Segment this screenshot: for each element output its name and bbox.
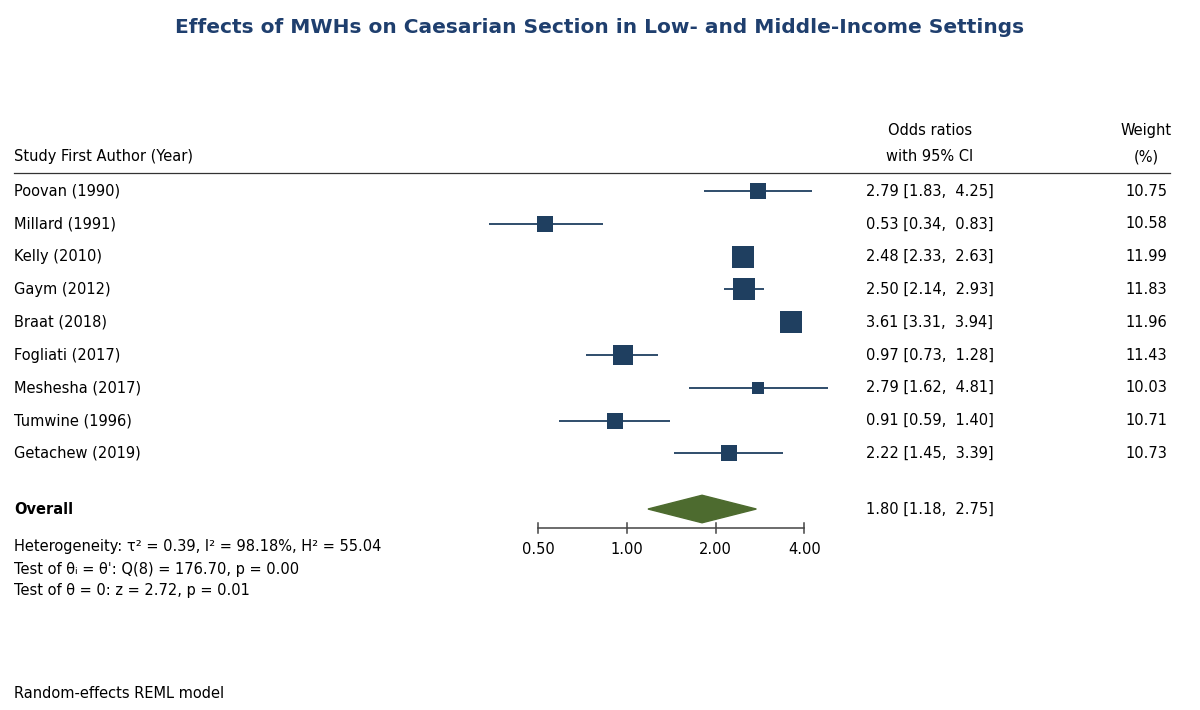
Text: Overall: Overall — [14, 501, 73, 516]
Text: Kelly (2010): Kelly (2010) — [14, 249, 102, 264]
Text: 4.00: 4.00 — [788, 542, 821, 557]
Text: 2.00: 2.00 — [700, 542, 732, 557]
Point — [734, 284, 754, 295]
Text: 11.96: 11.96 — [1126, 315, 1166, 329]
Point — [749, 185, 768, 197]
Text: Fogliati (2017): Fogliati (2017) — [14, 347, 121, 363]
Text: 1.00: 1.00 — [611, 542, 643, 557]
Text: Getachew (2019): Getachew (2019) — [14, 446, 142, 461]
Polygon shape — [648, 496, 756, 523]
Text: Study First Author (Year): Study First Author (Year) — [14, 149, 193, 164]
Text: Test of θᵢ = θˈ: Q(8) = 176.70, p = 0.00: Test of θᵢ = θˈ: Q(8) = 176.70, p = 0.00 — [14, 562, 300, 577]
Text: Heterogeneity: τ² = 0.39, I² = 98.18%, H² = 55.04: Heterogeneity: τ² = 0.39, I² = 98.18%, H… — [14, 539, 382, 555]
Text: Gaym (2012): Gaym (2012) — [14, 282, 112, 297]
Text: with 95% CI: with 95% CI — [887, 149, 973, 164]
Point — [781, 317, 800, 328]
Text: 11.83: 11.83 — [1126, 282, 1166, 297]
Text: 0.91 [0.59,  1.40]: 0.91 [0.59, 1.40] — [866, 413, 994, 428]
Text: 10.75: 10.75 — [1126, 184, 1166, 199]
Text: 10.71: 10.71 — [1126, 413, 1166, 428]
Text: Millard (1991): Millard (1991) — [14, 217, 116, 231]
Text: Braat (2018): Braat (2018) — [14, 315, 108, 329]
Text: Poovan (1990): Poovan (1990) — [14, 184, 120, 199]
Text: 2.22 [1.45,  3.39]: 2.22 [1.45, 3.39] — [866, 446, 994, 461]
Text: 0.97 [0.73,  1.28]: 0.97 [0.73, 1.28] — [866, 347, 994, 363]
Point — [749, 382, 768, 393]
Text: 2.79 [1.83,  4.25]: 2.79 [1.83, 4.25] — [866, 184, 994, 199]
Point — [719, 447, 738, 459]
Text: 3.61 [3.31,  3.94]: 3.61 [3.31, 3.94] — [866, 315, 994, 329]
Text: Effects of MWHs on Caesarian Section in Low- and Middle-Income Settings: Effects of MWHs on Caesarian Section in … — [175, 18, 1025, 37]
Text: 10.73: 10.73 — [1126, 446, 1166, 461]
Text: 0.50: 0.50 — [522, 542, 554, 557]
Text: 2.48 [2.33,  2.63]: 2.48 [2.33, 2.63] — [866, 249, 994, 264]
Text: Odds ratios: Odds ratios — [888, 123, 972, 138]
Text: Random-effects REML model: Random-effects REML model — [14, 687, 224, 701]
Text: Test of θ = 0: z = 2.72, p = 0.01: Test of θ = 0: z = 2.72, p = 0.01 — [14, 584, 251, 599]
Text: 10.03: 10.03 — [1126, 381, 1166, 395]
Point — [536, 218, 556, 229]
Text: Meshesha (2017): Meshesha (2017) — [14, 381, 142, 395]
Text: 11.99: 11.99 — [1126, 249, 1166, 264]
Point — [733, 251, 752, 263]
Point — [613, 349, 632, 361]
Text: 0.53 [0.34,  0.83]: 0.53 [0.34, 0.83] — [866, 217, 994, 231]
Text: 1.80 [1.18,  2.75]: 1.80 [1.18, 2.75] — [866, 501, 994, 516]
Text: 10.58: 10.58 — [1126, 217, 1166, 231]
Text: 11.43: 11.43 — [1126, 347, 1166, 363]
Text: (%): (%) — [1134, 149, 1158, 164]
Point — [605, 415, 624, 426]
Text: 2.50 [2.14,  2.93]: 2.50 [2.14, 2.93] — [866, 282, 994, 297]
Text: 2.79 [1.62,  4.81]: 2.79 [1.62, 4.81] — [866, 381, 994, 395]
Text: Weight: Weight — [1121, 123, 1171, 138]
Text: Tumwine (1996): Tumwine (1996) — [14, 413, 132, 428]
